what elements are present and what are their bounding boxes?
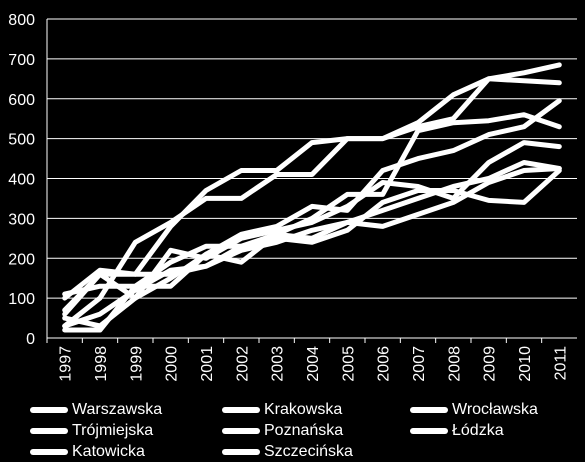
legend-label: Katowicka xyxy=(72,443,145,460)
x-tick-label: 2001 xyxy=(199,346,216,382)
legend-swatch xyxy=(410,407,448,413)
x-tick-label: 1998 xyxy=(93,346,110,382)
legend-item-lodzka: Łódzka xyxy=(410,421,504,441)
x-tick-label: 2005 xyxy=(340,346,357,382)
x-tick-label: 2011 xyxy=(552,346,569,381)
x-tick-label: 2000 xyxy=(164,346,181,382)
legend-item-szczecinska: Szczecińska xyxy=(222,442,353,462)
legend-label: Trójmiejska xyxy=(72,422,154,439)
legend-swatch xyxy=(222,449,260,455)
series-line-łódzka xyxy=(62,160,562,329)
x-tick-label: 1997 xyxy=(58,346,75,382)
x-tick-label: 2009 xyxy=(482,346,499,382)
legend-label: Warszawska xyxy=(72,401,163,418)
series-line-wrocławska xyxy=(62,98,562,329)
y-tick-label: 400 xyxy=(8,172,35,189)
legend-swatch xyxy=(30,407,68,413)
legend-swatch xyxy=(30,449,68,455)
series-line-warszawska xyxy=(62,62,562,301)
legend-label: Krakowska xyxy=(264,401,343,418)
x-tick-label: 2010 xyxy=(517,346,534,382)
x-tick-label: 2006 xyxy=(376,346,393,382)
series-line-katowicka xyxy=(62,166,562,333)
series-line-krakowska xyxy=(62,76,562,329)
y-tick-label: 700 xyxy=(8,52,35,69)
legend-item-trojmiejska: Trójmiejska xyxy=(30,421,153,441)
legend-item-warszawska: Warszawska xyxy=(30,400,162,420)
legend-item-poznanska: Poznańska xyxy=(222,421,343,441)
y-tick-label: 800 xyxy=(8,12,35,29)
legend: Warszawska Krakowska Wrocławska Trójmiej… xyxy=(0,400,585,462)
y-tick-label: 500 xyxy=(8,132,35,149)
series-line-szczecińska xyxy=(62,168,562,313)
x-tick-label: 2004 xyxy=(305,346,322,382)
legend-item-wroclawska: Wrocławska xyxy=(410,400,538,420)
legend-item-krakowska: Krakowska xyxy=(222,400,342,420)
legend-label: Łódzka xyxy=(452,422,504,439)
legend-label: Wrocławska xyxy=(452,401,538,418)
legend-label: Szczecińska xyxy=(264,443,353,460)
x-tick-label: 1999 xyxy=(128,346,145,382)
legend-swatch xyxy=(30,428,68,434)
x-tick-label: 2007 xyxy=(411,346,428,382)
x-tick-label: 2002 xyxy=(234,346,251,382)
legend-item-katowicka: Katowicka xyxy=(30,442,145,462)
y-tick-label: 0 xyxy=(26,331,35,348)
y-tick-label: 600 xyxy=(8,92,35,109)
x-axis-ticks: 1997 1998 1999 2000 2001 2002 2003 2004 2005 2006… xyxy=(46,338,569,382)
y-tick-label: 200 xyxy=(8,251,35,268)
legend-swatch xyxy=(410,428,448,434)
y-axis-ticks: 0 100 200 300 400 500 600 700 800 xyxy=(8,12,35,348)
legend-swatch xyxy=(222,407,260,413)
series-lines xyxy=(62,62,562,333)
x-tick-label: 2003 xyxy=(270,346,287,382)
legend-swatch xyxy=(222,428,260,434)
legend-label: Poznańska xyxy=(264,422,344,439)
y-tick-label: 100 xyxy=(8,291,35,308)
x-tick-label: 2008 xyxy=(446,346,463,382)
y-tick-label: 300 xyxy=(8,211,35,228)
